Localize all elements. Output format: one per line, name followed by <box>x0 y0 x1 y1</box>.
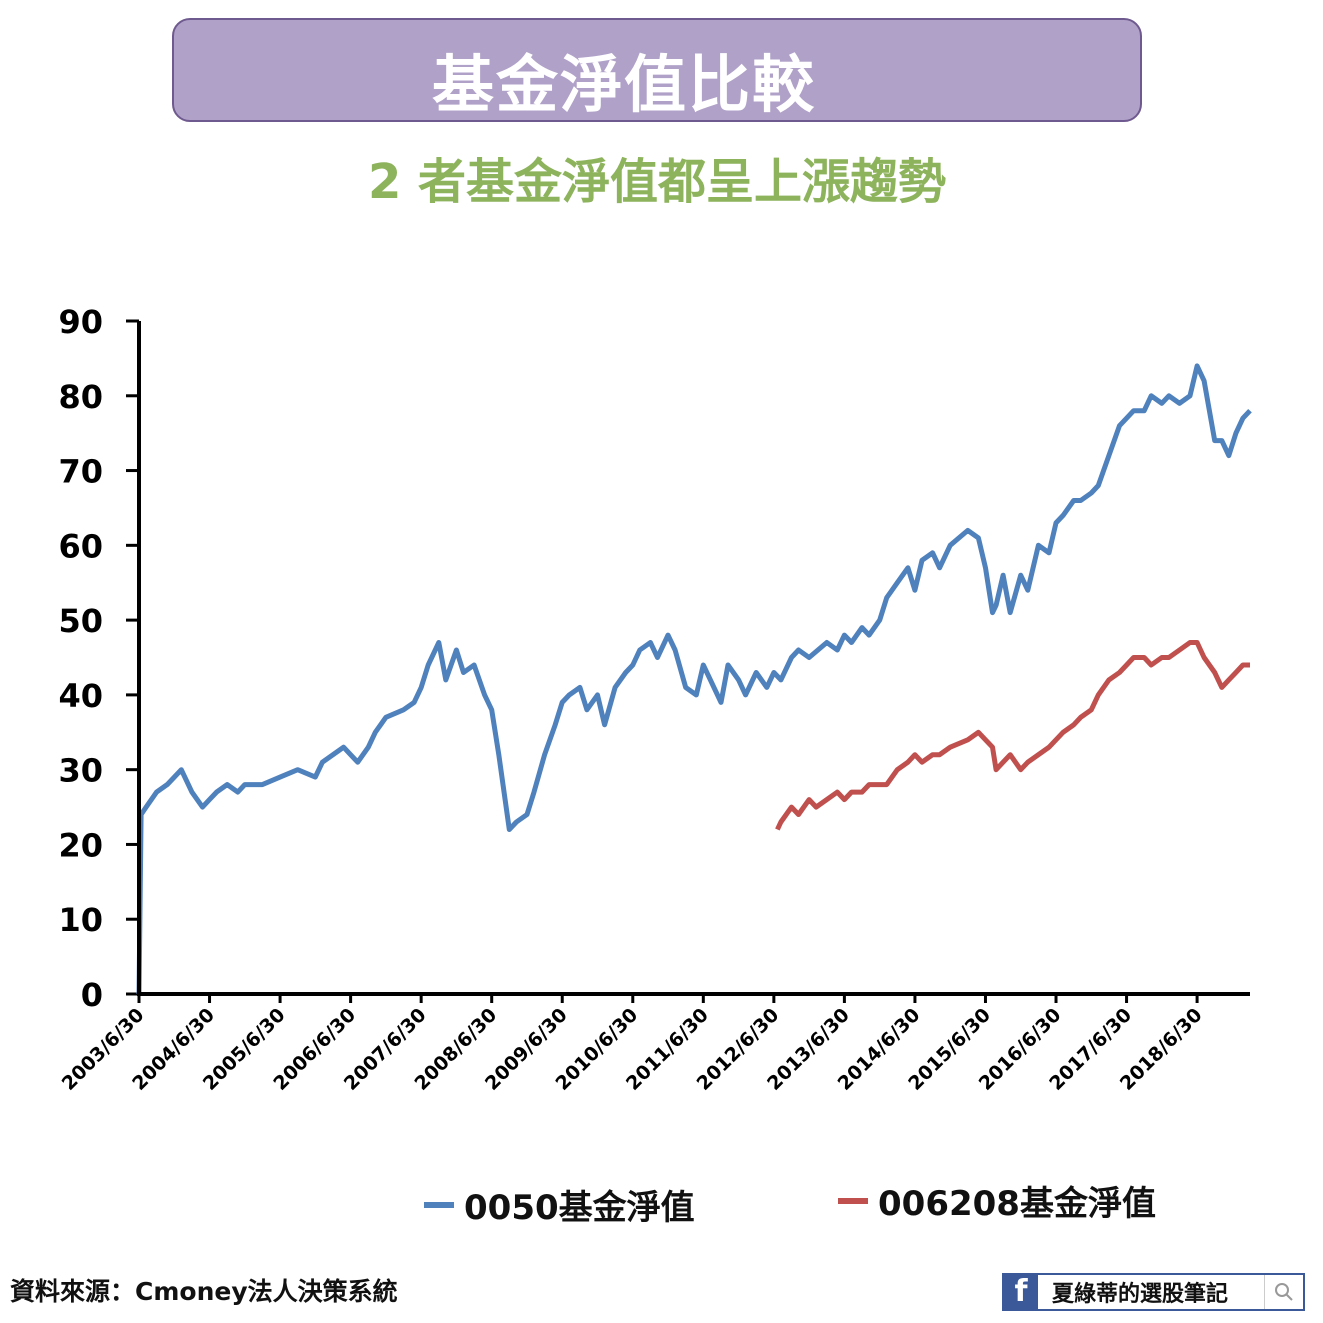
y-tick-label: 90 <box>58 303 103 341</box>
y-tick-label: 30 <box>58 752 103 790</box>
legend-swatch-0050 <box>424 1201 454 1208</box>
legend-item-006208: 006208基金淨值 <box>838 1176 1156 1225</box>
y-tick-label: 40 <box>58 677 103 715</box>
source-note: 資料來源：Cmoney法人決策系統 <box>10 1277 398 1306</box>
series-line-0050 <box>136 363 1252 995</box>
y-tick-label: 0 <box>81 976 103 1014</box>
y-tick-label: 80 <box>58 378 103 416</box>
y-tick-label: 70 <box>58 453 103 491</box>
y-tick-label: 60 <box>58 527 103 565</box>
page-subtitle: 2 者基金淨值都呈上漲趨勢 <box>367 154 947 210</box>
legend-label-006208: 006208基金淨值 <box>878 1184 1156 1224</box>
facebook-page-name: 夏綠蒂的選股筆記 <box>1052 1282 1229 1307</box>
search-icon[interactable] <box>1264 1275 1303 1309</box>
legend-label-0050: 0050基金淨值 <box>464 1188 695 1228</box>
facebook-icon: f <box>1004 1274 1038 1309</box>
facebook-page-badge[interactable]: f 夏綠蒂的選股筆記 <box>1002 1273 1305 1311</box>
series-line-006208 <box>775 640 1250 831</box>
legend-swatch-006208 <box>838 1197 868 1204</box>
page-title: 基金淨值比較 <box>431 48 816 121</box>
title-banner: 基金淨值比較 <box>172 18 1142 122</box>
y-tick-label: 10 <box>58 901 103 939</box>
y-tick-label: 20 <box>58 826 103 864</box>
y-tick-label: 50 <box>58 602 103 640</box>
legend-item-0050: 0050基金淨值 <box>424 1180 695 1229</box>
